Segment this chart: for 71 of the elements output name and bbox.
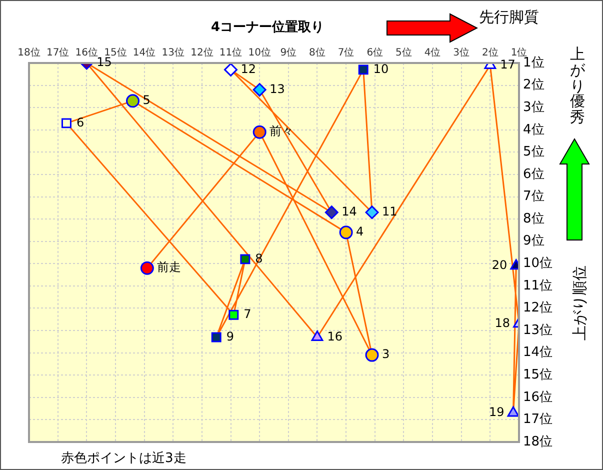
annotation: 18 [494,316,510,330]
text: 上がり優秀 [570,45,585,126]
x-tick-label: 7位 [338,46,354,59]
y-tick-label: 4位 [523,122,544,138]
x-tick-label: 8位 [309,46,326,59]
y-tick-label: 10位 [523,256,553,272]
y-tick-label: 6位 [523,166,544,182]
point [365,348,379,362]
y-axis-title: 上がり順位 [570,266,590,340]
x-tick-label: 9位 [280,46,297,59]
point [228,310,239,320]
y-tick-label: 13位 [523,322,553,338]
annotation: 14 [342,204,357,218]
x-tick-label: 4位 [424,46,441,59]
point [224,63,238,76]
annotation: 19 [488,405,504,420]
annotation: 3 [382,347,390,362]
x-tick-label: 17位 [46,46,70,59]
point [324,206,338,220]
text: 先行脚質 [479,8,539,26]
y-tick-label: 17位 [523,412,553,428]
x-tick-label: 3位 [453,46,470,59]
point [211,332,222,342]
x-tick-label: 10位 [248,46,271,59]
annotation: 17 [500,57,516,72]
y-tick-label: 11位 [523,278,553,294]
y-tick-label: 9位 [523,234,544,249]
x-tick-label: 13位 [162,46,184,59]
point [365,206,379,220]
y-tick-label: 12位 [523,300,553,316]
y-tick-label: 7位 [523,189,544,204]
point [358,64,368,75]
y-tick-label: 2位 [523,78,544,93]
point [61,118,72,128]
annotation: 10 [373,62,389,76]
point [140,261,154,275]
y-tick-label: 14位 [523,345,553,360]
chart-title: 4コーナー位置取り [211,19,324,36]
x-tick-label: 6位 [366,46,384,59]
point [252,83,266,97]
annotation: 13 [270,82,285,96]
point [507,406,519,417]
point [126,94,140,108]
y-tick-label: 8位 [523,211,544,226]
x-tick-label: 5位 [396,46,412,59]
point [240,254,250,264]
text: 赤色ポイントは近3走 [61,451,186,466]
point [252,125,266,139]
annotation: 4 [356,224,364,239]
x-tick-label: 18位 [18,46,40,59]
x-tick-label: 2位 [482,46,498,59]
annotation: 前走 [157,260,182,274]
point [339,226,353,240]
annotation: 11 [382,204,398,218]
y-tick-label: 5位 [523,144,544,160]
point [311,330,324,341]
annotation: 6 [76,115,84,130]
x-tick-label: 12位 [190,46,214,59]
x-tick-label: 14位 [132,46,156,59]
y-tick-label: 18位 [523,434,553,450]
annotation: 12 [240,62,256,76]
annotation: 16 [327,329,343,344]
y-tick-label: 15位 [523,367,553,382]
annotation: 7 [244,307,252,322]
x-tick-label: 11位 [219,46,242,59]
y-tick-label: 16位 [523,390,553,405]
annotation: 9 [226,329,234,344]
annotation: 15 [96,55,112,70]
y-tick-label: 3位 [523,100,544,115]
x-tick-label: 16位 [75,46,98,59]
annotation: 20 [492,258,508,272]
